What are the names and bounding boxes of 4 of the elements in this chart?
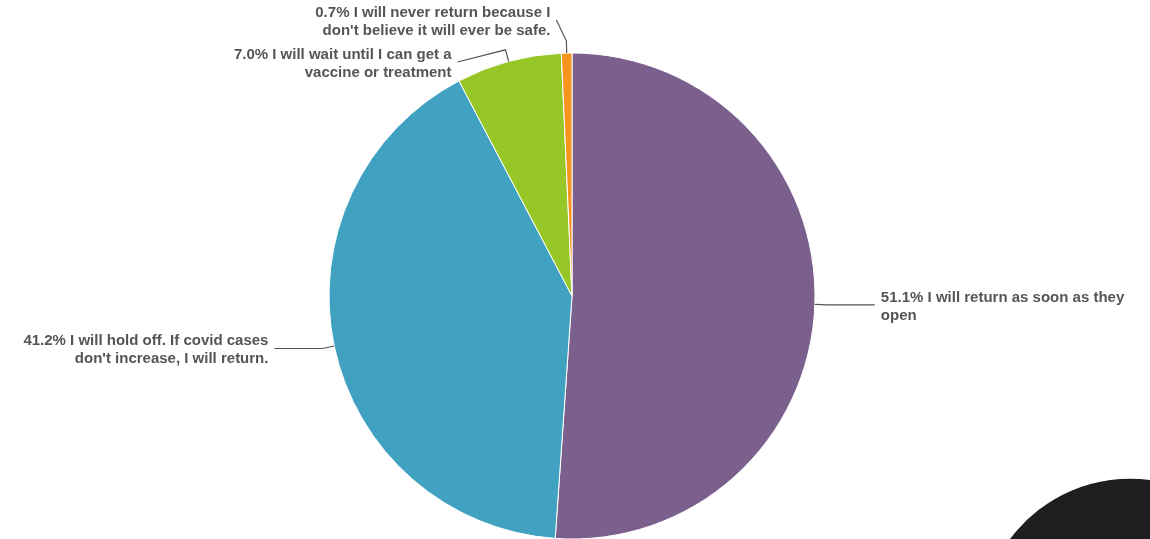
slice-label: 51.1% I will return as soon as they open xyxy=(880,287,1125,323)
slice-label: 7.0% I will wait until I can get a vaccine or treatment xyxy=(233,45,453,80)
slice-label: 41.2% I will hold off. If covid cases don't increase, I will return. xyxy=(23,331,269,367)
slice-label: 0.7% I will never return because I don't believe it will ever be safe. xyxy=(315,3,551,38)
